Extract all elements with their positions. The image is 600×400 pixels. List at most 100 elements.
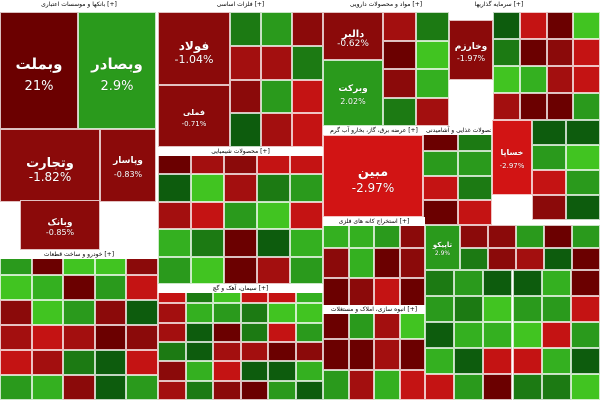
stock-tile[interactable] xyxy=(383,69,416,98)
stock-tile[interactable] xyxy=(483,374,513,400)
stock-tile[interactable] xyxy=(493,93,520,120)
stock-tile[interactable]: فملی -0.71% xyxy=(158,85,230,147)
stock-tile[interactable] xyxy=(213,361,241,381)
stock-tile[interactable] xyxy=(425,348,455,374)
stock-tile[interactable] xyxy=(519,93,547,120)
stock-tile[interactable] xyxy=(488,247,516,270)
stock-tile[interactable] xyxy=(158,303,186,323)
stock-tile[interactable] xyxy=(416,97,449,126)
stock-tile[interactable] xyxy=(295,322,323,342)
stock-tile[interactable] xyxy=(213,342,241,362)
stock-tile[interactable] xyxy=(454,270,484,296)
stock-tile[interactable] xyxy=(454,348,484,374)
stock-tile[interactable] xyxy=(544,247,572,270)
stock-tile[interactable] xyxy=(546,93,574,120)
stock-tile[interactable] xyxy=(546,39,574,66)
stock-tile[interactable] xyxy=(295,342,323,362)
stock-tile[interactable] xyxy=(126,350,158,375)
stock-tile[interactable] xyxy=(348,369,374,400)
stock-tile[interactable]: وبانک -0.85% xyxy=(20,200,100,250)
stock-tile[interactable] xyxy=(31,350,64,375)
stock-tile[interactable] xyxy=(425,296,455,322)
stock-tile[interactable] xyxy=(423,150,458,176)
stock-tile[interactable] xyxy=(425,270,455,296)
stock-tile[interactable]: وبصادر 2.9% xyxy=(78,12,156,129)
stock-tile[interactable] xyxy=(261,79,292,114)
stock-tile[interactable] xyxy=(268,342,296,362)
stock-tile[interactable] xyxy=(213,303,241,323)
stock-tile[interactable] xyxy=(416,12,449,41)
stock-tile[interactable] xyxy=(399,247,425,278)
stock-tile[interactable] xyxy=(295,380,323,400)
stock-tile[interactable] xyxy=(570,348,600,374)
stock-tile[interactable] xyxy=(224,201,257,230)
stock-tile[interactable] xyxy=(292,113,323,148)
stock-tile[interactable] xyxy=(457,175,492,201)
stock-tile[interactable]: دالبر -0.62% xyxy=(323,12,383,60)
stock-tile[interactable] xyxy=(292,79,323,114)
stock-tile[interactable] xyxy=(240,361,268,381)
stock-tile[interactable] xyxy=(573,12,600,39)
stock-tile[interactable] xyxy=(31,275,64,300)
stock-tile[interactable] xyxy=(572,225,600,248)
stock-tile[interactable] xyxy=(383,40,416,69)
stock-tile[interactable] xyxy=(493,12,520,39)
stock-tile[interactable] xyxy=(0,325,32,350)
stock-tile[interactable] xyxy=(457,150,492,176)
stock-tile[interactable] xyxy=(240,303,268,323)
stock-tile[interactable] xyxy=(570,322,600,348)
stock-tile[interactable] xyxy=(573,66,600,93)
stock-tile[interactable] xyxy=(191,174,224,202)
stock-tile[interactable] xyxy=(240,380,268,400)
stock-tile[interactable] xyxy=(224,174,257,202)
stock-tile[interactable] xyxy=(31,375,64,400)
stock-tile[interactable] xyxy=(519,12,547,39)
stock-tile[interactable] xyxy=(257,201,290,230)
stock-tile[interactable] xyxy=(546,66,574,93)
stock-tile[interactable] xyxy=(191,256,224,284)
stock-tile[interactable] xyxy=(185,361,213,381)
stock-tile[interactable] xyxy=(483,348,513,374)
stock-tile[interactable] xyxy=(493,39,520,66)
stock-tile[interactable] xyxy=(383,97,416,126)
stock-tile[interactable]: فولاد -1.04% xyxy=(158,12,230,85)
sector-header[interactable]: عرضه برق، گاز، بخارو آب گرم [+] xyxy=(323,126,425,135)
stock-tile[interactable] xyxy=(493,66,520,93)
stock-tile[interactable] xyxy=(323,278,349,309)
sector-header[interactable]: سرمایه گذاریها [+] xyxy=(449,0,549,9)
stock-tile[interactable] xyxy=(399,369,425,400)
stock-tile[interactable] xyxy=(224,229,257,257)
stock-tile[interactable] xyxy=(213,322,241,342)
stock-tile[interactable] xyxy=(416,40,449,69)
stock-tile[interactable] xyxy=(63,300,95,325)
stock-tile[interactable] xyxy=(240,342,268,362)
sector-header[interactable]: خودرو و ساخت قطعات [+] xyxy=(0,250,158,259)
stock-tile[interactable] xyxy=(230,79,261,114)
stock-tile[interactable]: تاپیکو 2.9% xyxy=(425,225,460,270)
stock-tile[interactable] xyxy=(546,12,574,39)
stock-tile[interactable] xyxy=(323,339,349,370)
stock-tile[interactable] xyxy=(63,350,95,375)
stock-tile[interactable] xyxy=(94,300,127,325)
stock-tile[interactable] xyxy=(423,175,458,201)
stock-tile[interactable] xyxy=(268,361,296,381)
stock-tile[interactable] xyxy=(290,229,323,257)
stock-tile[interactable] xyxy=(0,375,32,400)
stock-tile[interactable]: خساپا -2.97% xyxy=(492,120,532,195)
stock-tile[interactable] xyxy=(348,339,374,370)
stock-tile[interactable] xyxy=(483,296,513,322)
sector-header[interactable]: محصولات شیمیایی [+] xyxy=(158,147,323,156)
stock-tile[interactable] xyxy=(230,12,261,46)
stock-tile[interactable] xyxy=(566,170,600,195)
stock-tile[interactable] xyxy=(230,45,261,80)
stock-tile[interactable] xyxy=(240,322,268,342)
stock-tile[interactable] xyxy=(158,256,191,284)
stock-tile[interactable] xyxy=(94,275,127,300)
stock-tile[interactable] xyxy=(94,350,127,375)
stock-tile[interactable] xyxy=(416,69,449,98)
stock-tile[interactable] xyxy=(224,256,257,284)
stock-tile[interactable]: وبملت 21% xyxy=(0,12,78,129)
stock-tile[interactable] xyxy=(292,45,323,80)
stock-tile[interactable] xyxy=(323,369,349,400)
stock-tile[interactable] xyxy=(191,229,224,257)
